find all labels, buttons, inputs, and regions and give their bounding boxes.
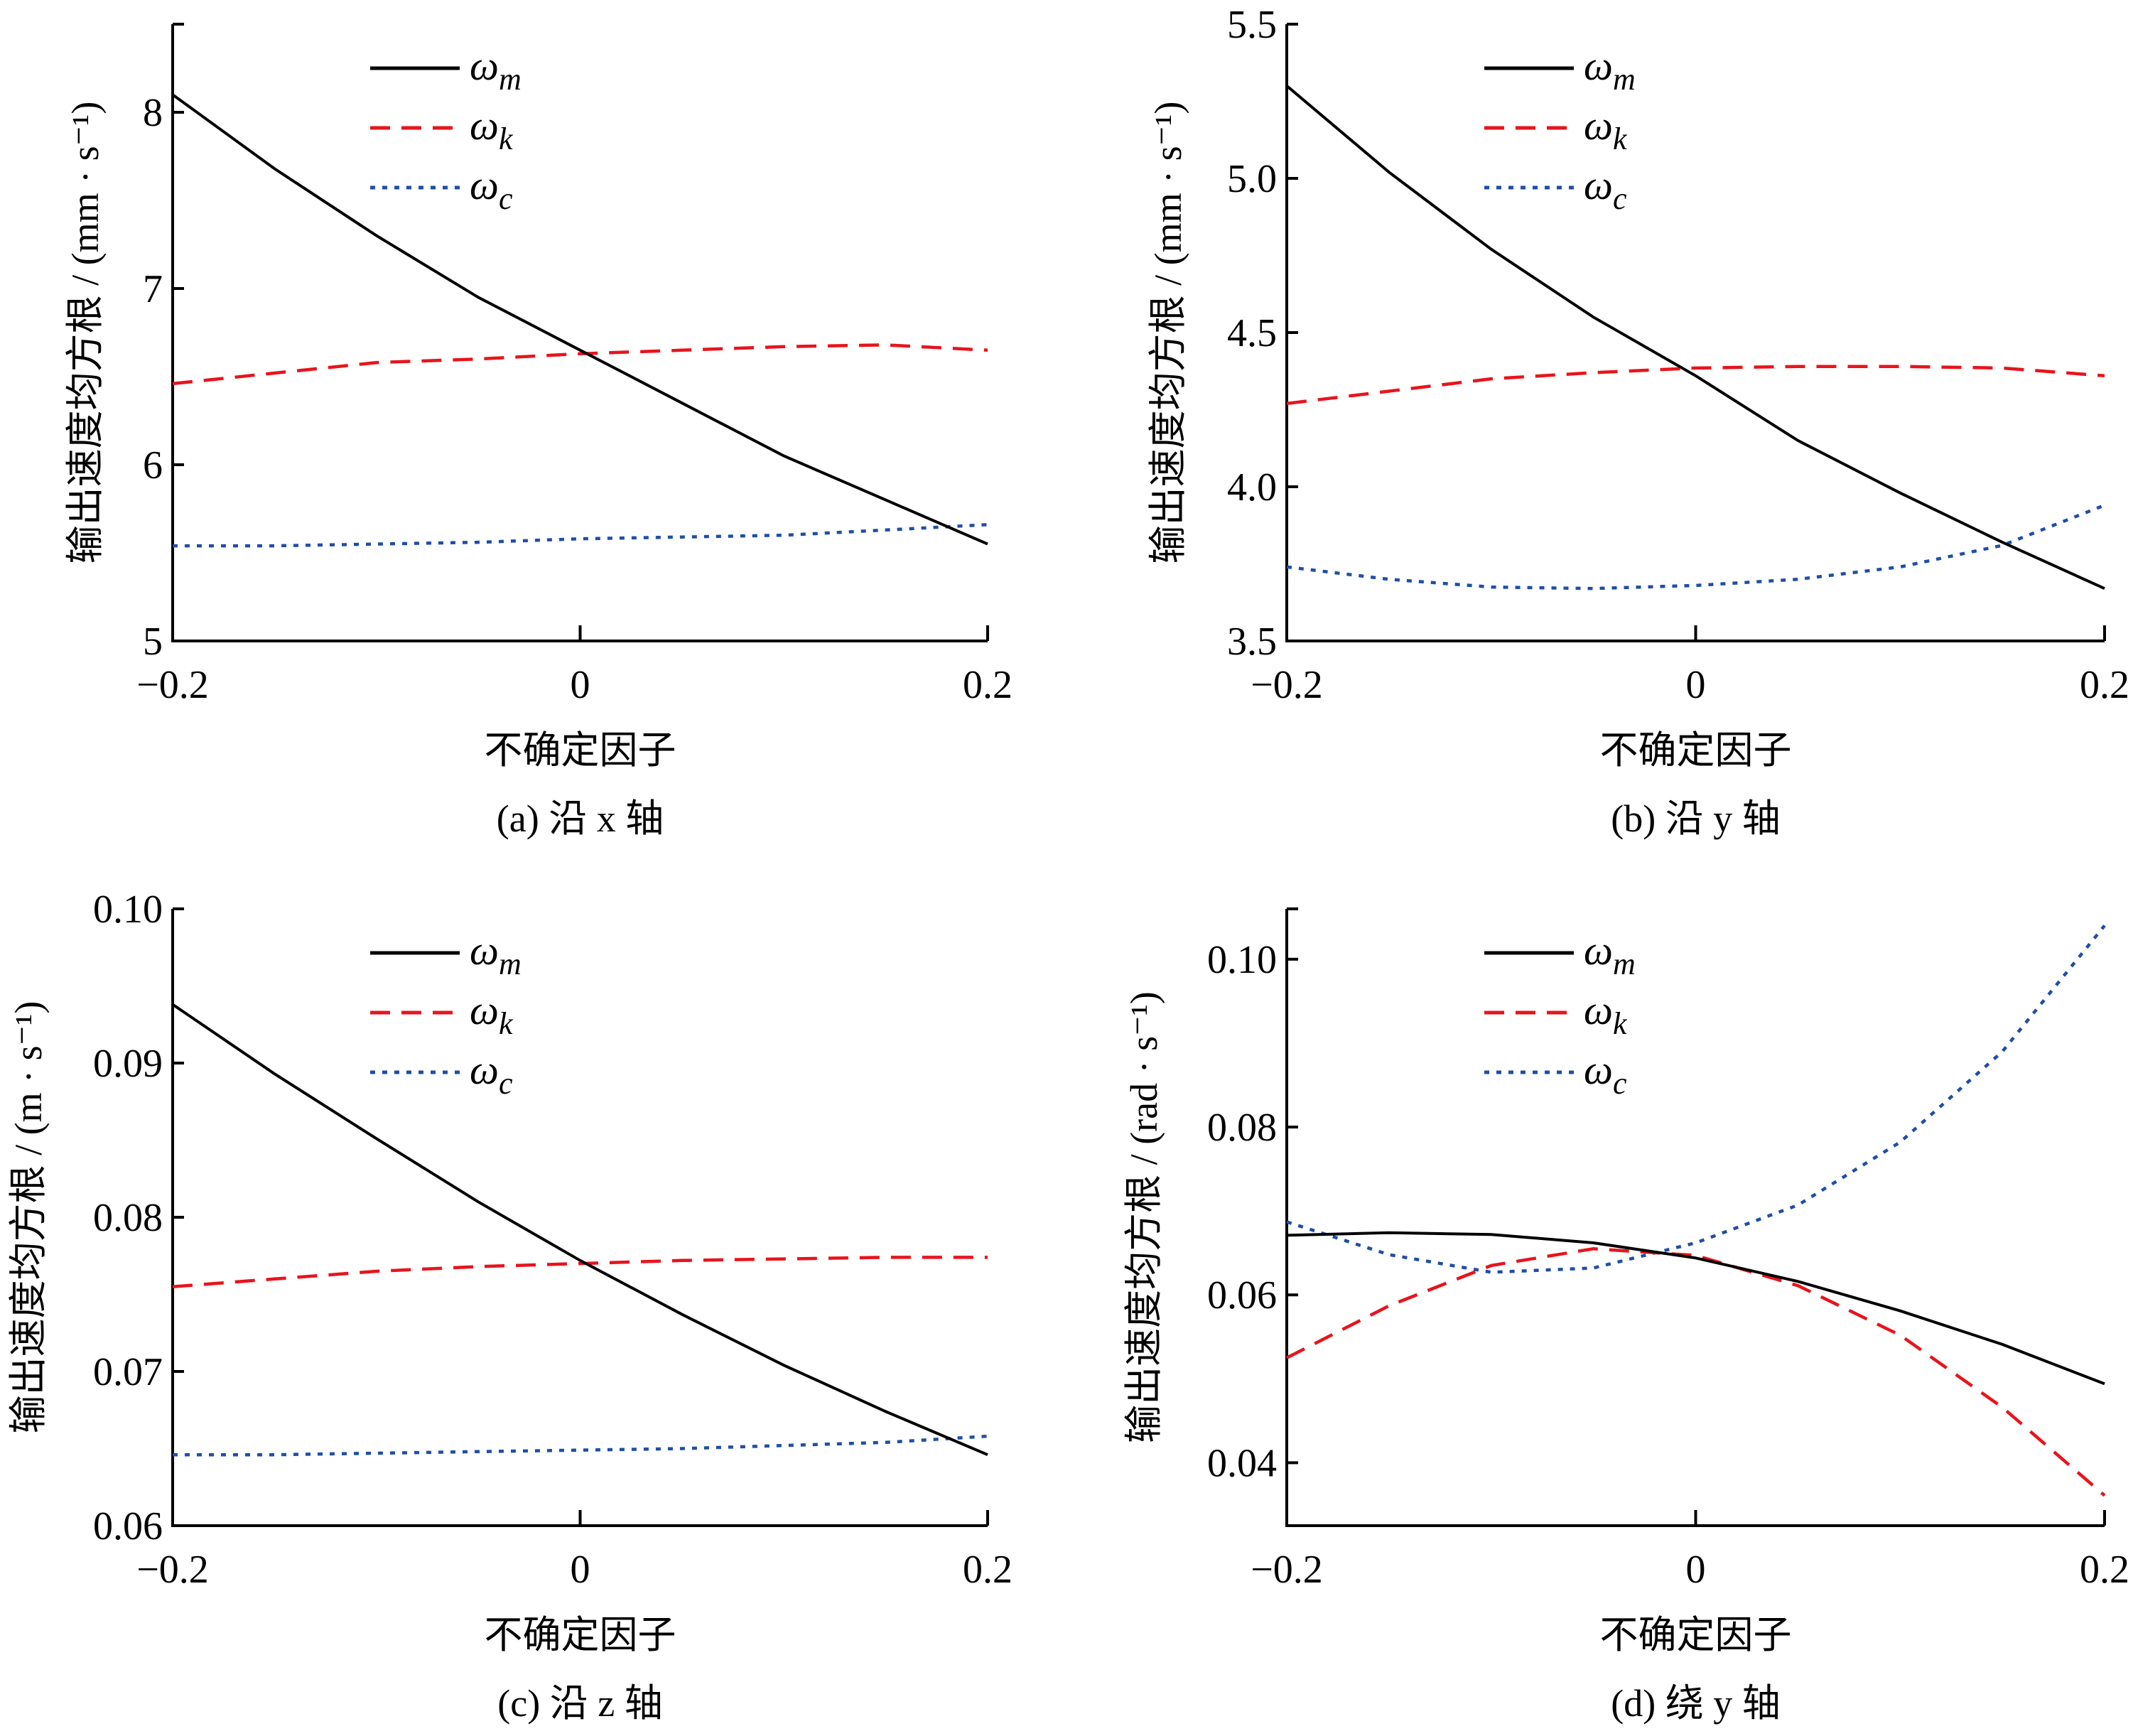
y-tick-label: 8 [143, 91, 163, 135]
x-tick-label: −0.2 [136, 663, 209, 707]
y-tick-label: 0.09 [93, 1042, 163, 1086]
y-tick-label: 7 [143, 267, 163, 311]
panel-3: 0.04 0.06 0.08 0.10 −0.2 0 0.2 不确定因子 (d) 绕 y 轴 输出… [1123, 907, 2129, 1725]
y-tick-label: 0.07 [93, 1350, 163, 1394]
series-line-c [173, 1434, 988, 1457]
x-tick-label: −0.2 [1251, 663, 1323, 707]
legend-label-c: ωc [470, 162, 513, 216]
axes [171, 24, 988, 642]
x-tick-label: 0.2 [963, 663, 1012, 707]
series-line-k [1285, 1247, 2106, 1497]
y-axis-label: 输出速度均方根 / (mm · s⁻¹) [64, 102, 107, 564]
series-line-k [172, 343, 988, 386]
y-axis-label: 输出速度均方根 / (mm · s⁻¹) [1147, 102, 1189, 564]
panel-caption: (a) 沿 x 轴 [497, 797, 664, 840]
y-tick-label: 6 [143, 443, 163, 487]
x-tick-label: 0 [571, 663, 590, 707]
y-tick-label: 0.10 [1207, 938, 1277, 982]
legend-label-m: ωm [470, 43, 522, 97]
y-tick-label: 0.06 [1207, 1273, 1277, 1317]
series-line-c [1286, 503, 2105, 591]
y-tick-label: 3.5 [1227, 620, 1277, 664]
x-tick-label: −0.2 [1251, 1548, 1323, 1592]
y-tick-label: 4.5 [1227, 311, 1277, 355]
x-axis-label: 不确定因子 [1600, 729, 1792, 772]
series-line-m [1285, 85, 2105, 591]
y-tick-label: 5 [143, 620, 163, 664]
x-tick-label: 0.2 [2080, 663, 2129, 707]
legend-label-m: ωm [1584, 43, 1636, 97]
y-tick-label: 0.08 [1207, 1106, 1277, 1150]
series-line-m [1286, 1231, 2105, 1386]
panel-2: 0.06 0.07 0.08 0.09 0.10 −0.2 0 0.2 不确定因子 (c) 沿 z… [7, 888, 1012, 1725]
x-tick-label: 0.2 [2080, 1548, 2129, 1592]
axes [1285, 909, 2105, 1527]
series-line-m [171, 1003, 988, 1457]
axes [1285, 24, 2105, 642]
series-line-k [172, 1256, 988, 1288]
panel-caption: (c) 沿 z 轴 [497, 1682, 662, 1725]
y-axis-label: 输出速度均方根 / (rad · s⁻¹) [1123, 991, 1165, 1443]
y-tick-label: 5.0 [1227, 157, 1277, 201]
series-line-c [1286, 924, 2106, 1274]
y-tick-label: 5.5 [1227, 3, 1277, 47]
y-tick-label: 4.0 [1227, 465, 1277, 510]
y-axis-label: 输出速度均方根 / (m · s⁻¹) [7, 1001, 50, 1434]
panel-0: 5 6 7 8 −0.2 0 0.2 不确定因子 (a) 沿 x 轴 输出速度均方根 / (mm … [64, 23, 1012, 840]
series-line-k [1286, 365, 2105, 406]
legend-label-k: ωk [470, 102, 514, 156]
legend-label-c: ωc [1584, 162, 1627, 216]
x-tick-label: 0 [571, 1548, 590, 1592]
legend-label-m: ωm [1584, 927, 1636, 981]
x-tick-label: 0 [1686, 1548, 1706, 1592]
legend-label-c: ωc [1584, 1047, 1627, 1101]
series-line-c [173, 523, 988, 548]
x-axis-label: 不确定因子 [1600, 1614, 1792, 1656]
legend-label-c: ωc [470, 1047, 513, 1101]
legend-label-k: ωk [470, 987, 514, 1041]
y-tick-label: 0.10 [93, 888, 163, 932]
x-tick-label: 0.2 [963, 1548, 1012, 1592]
axes [171, 909, 988, 1527]
x-axis-label: 不确定因子 [485, 729, 676, 772]
y-tick-label: 0.08 [93, 1196, 163, 1240]
y-tick-label: 0.06 [93, 1504, 163, 1548]
panel-caption: (d) 绕 y 轴 [1611, 1682, 1780, 1725]
series-line-m [171, 93, 988, 546]
y-tick-label: 0.04 [1207, 1441, 1277, 1485]
legend-label-k: ωk [1584, 987, 1628, 1041]
legend-label-k: ωk [1584, 102, 1628, 156]
legend-label-m: ωm [470, 927, 522, 981]
x-tick-label: −0.2 [136, 1548, 209, 1592]
panel-caption: (b) 沿 y 轴 [1611, 797, 1780, 840]
x-tick-label: 0 [1686, 663, 1706, 707]
x-axis-label: 不确定因子 [485, 1614, 676, 1656]
panel-1: 3.5 4.0 4.5 5.0 5.5 −0.2 0 0.2 不确定因子 (b) 沿 y 轴 输出速… [1147, 3, 2129, 840]
